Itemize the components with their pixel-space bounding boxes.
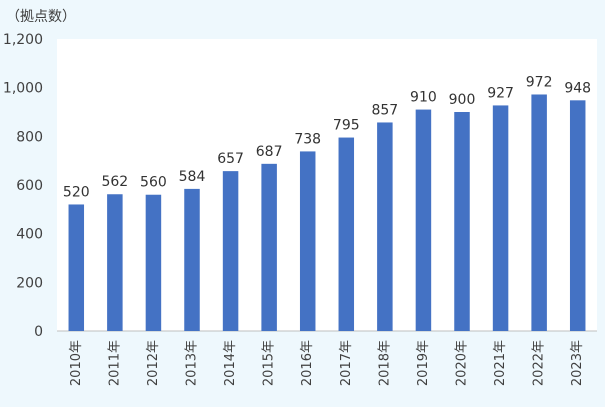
bar-2020年 [454,112,470,331]
bar-2019年 [415,109,432,331]
bar-2012年 [145,194,162,331]
y-tick-label: 600 [16,178,43,194]
data-label: 560 [140,175,167,191]
bar-2022年 [531,94,547,331]
y-tick-label: 400 [16,227,43,243]
y-tick-label: 1,000 [3,81,43,97]
data-label: 948 [564,80,591,96]
x-tick-label: 2010年 [69,340,84,386]
plot-area [57,39,597,331]
data-label: 927 [487,85,514,101]
bar-2023年 [569,100,586,331]
y-tick-label: 1,200 [3,32,43,48]
data-label: 520 [63,184,90,200]
x-tick-label: 2020年 [455,340,470,386]
bar-2018年 [377,122,393,331]
x-tick-label: 2021年 [493,340,508,386]
data-label: 857 [371,102,398,118]
x-tick-label: 2012年 [146,340,161,386]
x-tick-label: 2011年 [107,340,122,386]
data-label: 795 [333,118,360,134]
data-label: 657 [217,151,244,167]
x-tick-label: 2017年 [339,340,354,386]
data-label: 687 [256,144,283,160]
bar-2015年 [261,163,277,331]
x-tick-label: 2013年 [185,340,200,386]
bar-2010年 [68,204,85,331]
x-tick-label: 2019年 [416,340,431,386]
data-label: 910 [410,90,437,106]
y-axis-unit-label: （拠点数） [6,9,76,25]
x-tick-label: 2022年 [532,340,547,386]
bar-2013年 [184,188,200,331]
data-label: 562 [101,174,128,190]
bar-2021年 [492,105,509,332]
bar-2011年 [107,194,123,331]
bar-2014年 [222,171,239,331]
data-label: 738 [294,131,321,147]
bar-2017年 [338,137,355,331]
data-label: 900 [449,92,476,108]
x-tick-label: 2023年 [570,340,585,386]
data-label: 584 [179,169,206,185]
x-tick-label: 2015年 [262,340,277,386]
bar-2016年 [299,151,316,331]
x-tick-label: 2016年 [300,340,315,386]
x-tick-label: 2018年 [377,340,392,386]
x-tick-label: 2014年 [223,340,238,386]
data-label: 972 [526,74,553,90]
y-tick-label: 0 [34,324,43,340]
y-tick-label: 200 [16,275,43,291]
y-tick-label: 800 [16,129,43,145]
